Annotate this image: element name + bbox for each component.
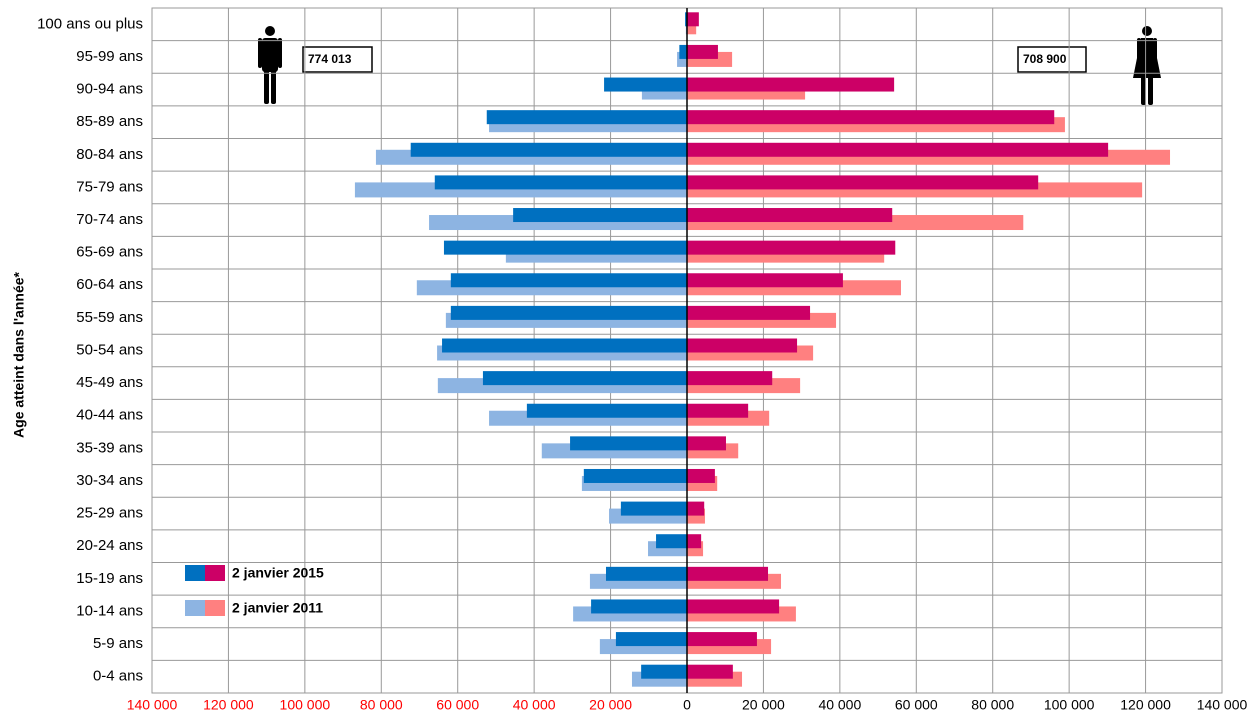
category-label: 80-84 ans [76, 146, 143, 163]
category-label: 100 ans ou plus [37, 15, 143, 32]
bar [656, 534, 687, 549]
bar [687, 501, 705, 516]
category-label: 85-89 ans [76, 113, 143, 130]
bar [679, 44, 687, 59]
bar [687, 599, 780, 614]
bar [570, 436, 687, 451]
bar [526, 403, 687, 418]
category-label: 15-19 ans [76, 570, 143, 587]
bar [687, 273, 843, 288]
legend-label: 2 janvier 2011 [232, 600, 323, 616]
bar [687, 142, 1109, 157]
x-tick-label: 60 000 [895, 697, 938, 713]
legend-swatch [205, 565, 225, 581]
bar [410, 142, 687, 157]
x-tick-label: 20 000 [742, 697, 785, 713]
category-label: 30-34 ans [76, 472, 143, 489]
x-tick-label: 20 000 [589, 697, 632, 713]
bar [583, 468, 687, 483]
bar [687, 436, 726, 451]
category-label: 10-14 ans [76, 602, 143, 619]
bar [513, 208, 687, 223]
bar [687, 632, 757, 647]
bar [450, 273, 687, 288]
category-label: 55-59 ans [76, 309, 143, 326]
bar [687, 566, 769, 581]
category-label: 65-69 ans [76, 244, 143, 261]
category-label: 90-94 ans [76, 81, 143, 98]
category-label: 45-49 ans [76, 374, 143, 391]
bar [687, 12, 699, 27]
category-label: 20-24 ans [76, 537, 143, 554]
annotation-box [1017, 46, 1087, 73]
bar [687, 240, 896, 255]
x-tick-label: 80 000 [360, 697, 403, 713]
men-total: 774 013 [308, 52, 352, 66]
category-label: 70-74 ans [76, 211, 143, 228]
bar [687, 403, 749, 418]
x-tick-label: 100 000 [1044, 697, 1095, 713]
category-label: 60-64 ans [76, 276, 143, 293]
x-tick-label: 140 000 [1197, 697, 1248, 713]
category-label: 40-44 ans [76, 407, 143, 424]
legend-swatch [185, 565, 205, 581]
bar [687, 44, 718, 59]
legend-swatch [205, 600, 225, 616]
bar [620, 501, 687, 516]
women-total: 708 900 [1023, 52, 1067, 66]
category-label: 95-99 ans [76, 48, 143, 65]
bar [687, 77, 895, 92]
bar [604, 77, 687, 92]
woman-icon [1133, 26, 1161, 105]
x-tick-label: 40 000 [513, 697, 556, 713]
category-label: 35-39 ans [76, 439, 143, 456]
bar [687, 19, 697, 35]
bar [450, 305, 687, 320]
bar [685, 12, 687, 27]
bar [687, 534, 702, 549]
x-tick-label: 100 000 [280, 697, 331, 713]
category-label: 50-54 ans [76, 341, 143, 358]
bar [677, 51, 687, 67]
category-label: 5-9 ans [93, 635, 143, 652]
bar [605, 566, 687, 581]
legend-label: 2 janvier 2015 [232, 565, 324, 581]
legend-swatch [185, 600, 205, 616]
category-label: 25-29 ans [76, 505, 143, 522]
man-icon [258, 26, 282, 104]
x-tick-label: 0 [683, 697, 691, 713]
bar [687, 664, 733, 679]
bar [443, 240, 687, 255]
x-tick-label: 140 000 [127, 697, 178, 713]
x-tick-label: 60 000 [436, 697, 479, 713]
bar [687, 338, 798, 353]
bar [687, 305, 811, 320]
x-tick-label: 80 000 [971, 697, 1014, 713]
bar [687, 208, 893, 223]
bar [641, 664, 687, 679]
bar [486, 110, 687, 125]
bar [434, 175, 687, 190]
bar [687, 175, 1039, 190]
bar [687, 468, 715, 483]
category-label: 0-4 ans [93, 668, 143, 685]
x-tick-label: 120 000 [203, 697, 254, 713]
x-tick-label: 120 000 [1120, 697, 1171, 713]
bar [615, 632, 687, 647]
x-tick-label: 40 000 [818, 697, 861, 713]
bar [442, 338, 687, 353]
y-axis-label: Age atteint dans l'année* [11, 271, 27, 437]
bar [482, 371, 687, 386]
category-label: 75-79 ans [76, 178, 143, 195]
bar [591, 599, 687, 614]
annotation-box [302, 46, 373, 73]
bar [687, 110, 1055, 125]
bar [687, 371, 773, 386]
